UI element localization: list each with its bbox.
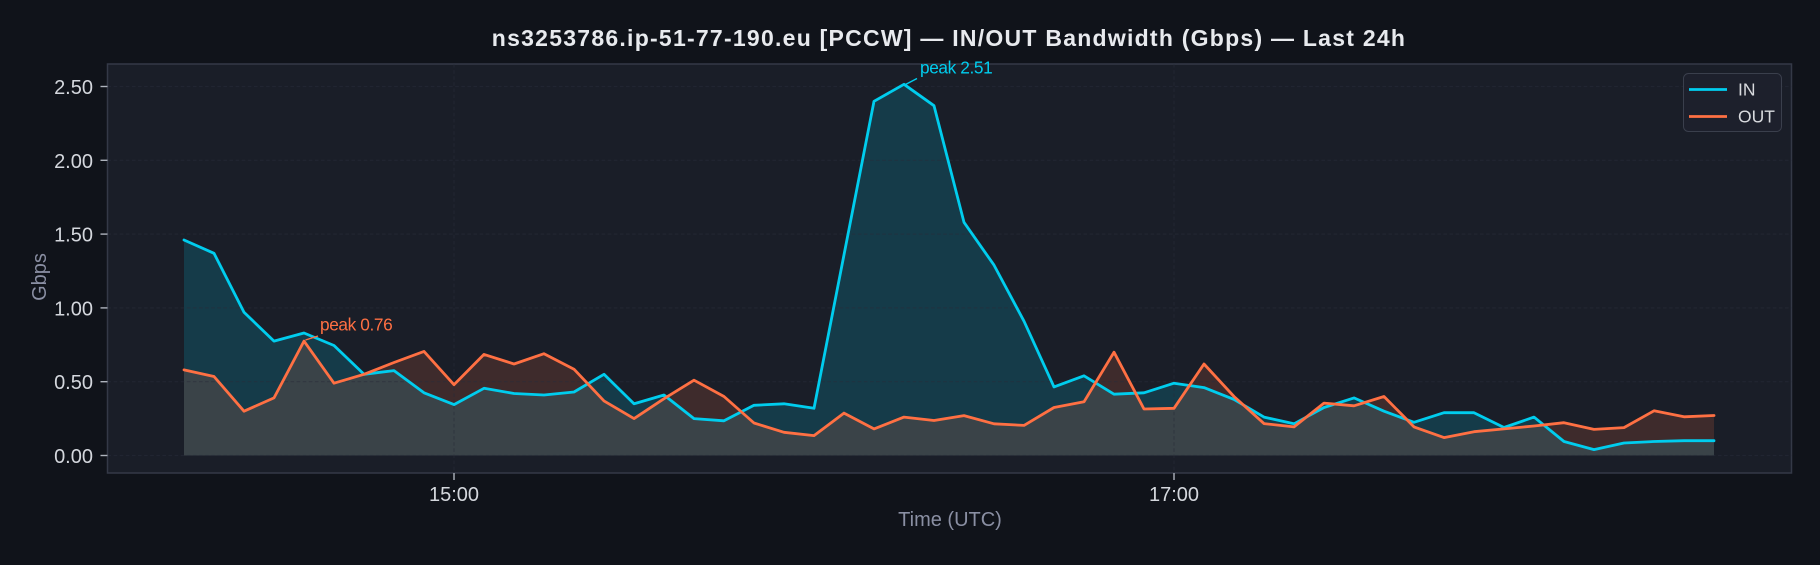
svg-text:17:00: 17:00 bbox=[1149, 484, 1199, 506]
svg-text:ns3253786.ip-51-77-190.eu [PCC: ns3253786.ip-51-77-190.eu [PCCW] — IN/OU… bbox=[492, 25, 1406, 51]
svg-text:peak 0.76: peak 0.76 bbox=[320, 315, 392, 335]
svg-text:peak 2.51: peak 2.51 bbox=[920, 58, 992, 78]
svg-text:1.50: 1.50 bbox=[54, 225, 93, 247]
svg-text:Time (UTC): Time (UTC) bbox=[898, 509, 1002, 531]
svg-text:Gbps: Gbps bbox=[29, 253, 51, 301]
svg-text:15:00: 15:00 bbox=[429, 484, 479, 506]
svg-text:1.00: 1.00 bbox=[54, 298, 93, 320]
svg-text:OUT: OUT bbox=[1738, 107, 1775, 127]
svg-text:2.00: 2.00 bbox=[54, 151, 93, 173]
svg-text:0.50: 0.50 bbox=[54, 372, 93, 394]
svg-text:0.00: 0.00 bbox=[54, 446, 93, 468]
svg-text:IN: IN bbox=[1738, 80, 1756, 100]
svg-text:2.50: 2.50 bbox=[54, 77, 93, 99]
